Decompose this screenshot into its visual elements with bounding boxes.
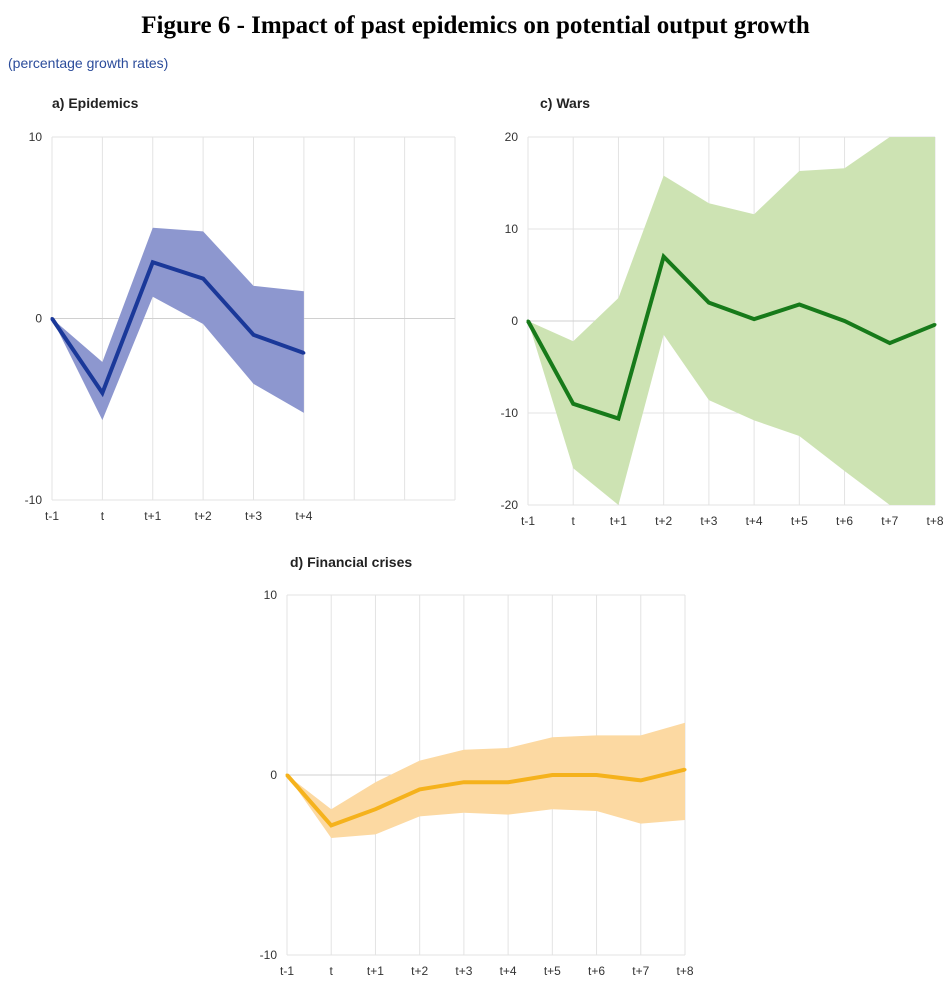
y-tick-label: -20: [501, 498, 519, 512]
y-tick-label: 0: [511, 314, 518, 328]
data-point: [639, 778, 643, 782]
data-point: [888, 341, 892, 345]
x-tick-label: t+7: [632, 964, 649, 978]
y-tick-label: 0: [35, 312, 42, 326]
x-tick-label: t+4: [295, 509, 312, 523]
x-tick-label: t+5: [544, 964, 561, 978]
wars-chart: c) Wars -20 -10 0 10 20 t-1 t t+1 t+2 t+3 t+4 t+5 t+6…: [501, 95, 944, 528]
x-tick-label: t+1: [610, 514, 627, 528]
data-point: [707, 301, 711, 305]
data-point: [752, 317, 756, 321]
y-tick-label: 10: [29, 130, 43, 144]
y-tick-label: -10: [260, 948, 278, 962]
x-tick-label: t+4: [746, 514, 763, 528]
data-point: [50, 317, 54, 320]
data-point: [329, 823, 333, 827]
data-point: [462, 780, 466, 784]
x-tick-label: t+8: [676, 964, 693, 978]
data-point: [285, 773, 289, 777]
x-tick-label: t+3: [455, 964, 472, 978]
x-tick-label: t+3: [700, 514, 717, 528]
data-point: [595, 773, 599, 777]
x-tick-label: t-1: [280, 964, 294, 978]
data-point: [151, 260, 155, 264]
data-point: [843, 319, 847, 323]
data-point: [252, 333, 255, 337]
data-point: [373, 807, 377, 811]
data-point: [302, 351, 306, 355]
y-tick-label: 0: [270, 768, 277, 782]
x-tick-label: t+3: [245, 509, 262, 523]
x-tick-label: t+6: [836, 514, 853, 528]
data-point: [506, 780, 510, 784]
x-tick-label: t+1: [144, 509, 161, 523]
y-tick-label: 20: [505, 130, 519, 144]
x-tick-label: t+2: [411, 964, 428, 978]
x-tick-label: t+8: [926, 514, 943, 528]
chart-title: a) Epidemics: [52, 95, 139, 111]
x-tick-label: t-1: [45, 509, 59, 523]
data-point: [797, 302, 801, 306]
figure-title: Figure 6 - Impact of past epidemics on p…: [141, 12, 810, 39]
x-tick-label: t: [101, 509, 105, 523]
data-point: [418, 787, 422, 791]
data-point: [526, 319, 530, 323]
y-tick-label: -10: [25, 493, 43, 507]
confidence-band: [52, 227, 304, 421]
series-line: [50, 259, 305, 398]
data-point: [201, 277, 205, 281]
data-point: [571, 402, 575, 406]
data-point: [550, 773, 554, 777]
data-point: [933, 323, 937, 327]
x-tick-label: t: [572, 514, 576, 528]
x-tick-label: t+7: [881, 514, 898, 528]
x-tick-label: t-1: [521, 514, 535, 528]
x-tick-label: t: [330, 964, 334, 978]
x-tick-label: t+2: [655, 514, 672, 528]
x-tick-label: t+4: [500, 964, 517, 978]
chart-title: c) Wars: [540, 95, 590, 111]
data-point: [616, 417, 620, 421]
y-tick-label: 10: [505, 222, 519, 236]
data-point: [100, 391, 104, 395]
data-point: [662, 255, 666, 259]
y-tick-label: 10: [264, 588, 278, 602]
series-line: [526, 252, 936, 422]
y-tick-label: -10: [501, 406, 519, 420]
x-tick-label: t+5: [791, 514, 808, 528]
series-line: [285, 767, 686, 828]
epidemics-chart: a) Epidemics -10 0 10 t-1 t t+1 t+2 t+3 t+4: [25, 95, 456, 523]
x-tick-label: t+2: [195, 509, 212, 523]
data-point: [683, 768, 687, 772]
figure-subtitle: (percentage growth rates): [8, 55, 169, 71]
chart-title: d) Financial crises: [290, 554, 412, 570]
x-tick-label: t+6: [588, 964, 605, 978]
x-tick-label: t+1: [367, 964, 384, 978]
financial-crises-chart: d) Financial crises -10 0 10 t-1 t t+1 t+2 t+3 t+…: [260, 554, 694, 978]
confidence-band: [528, 137, 935, 505]
